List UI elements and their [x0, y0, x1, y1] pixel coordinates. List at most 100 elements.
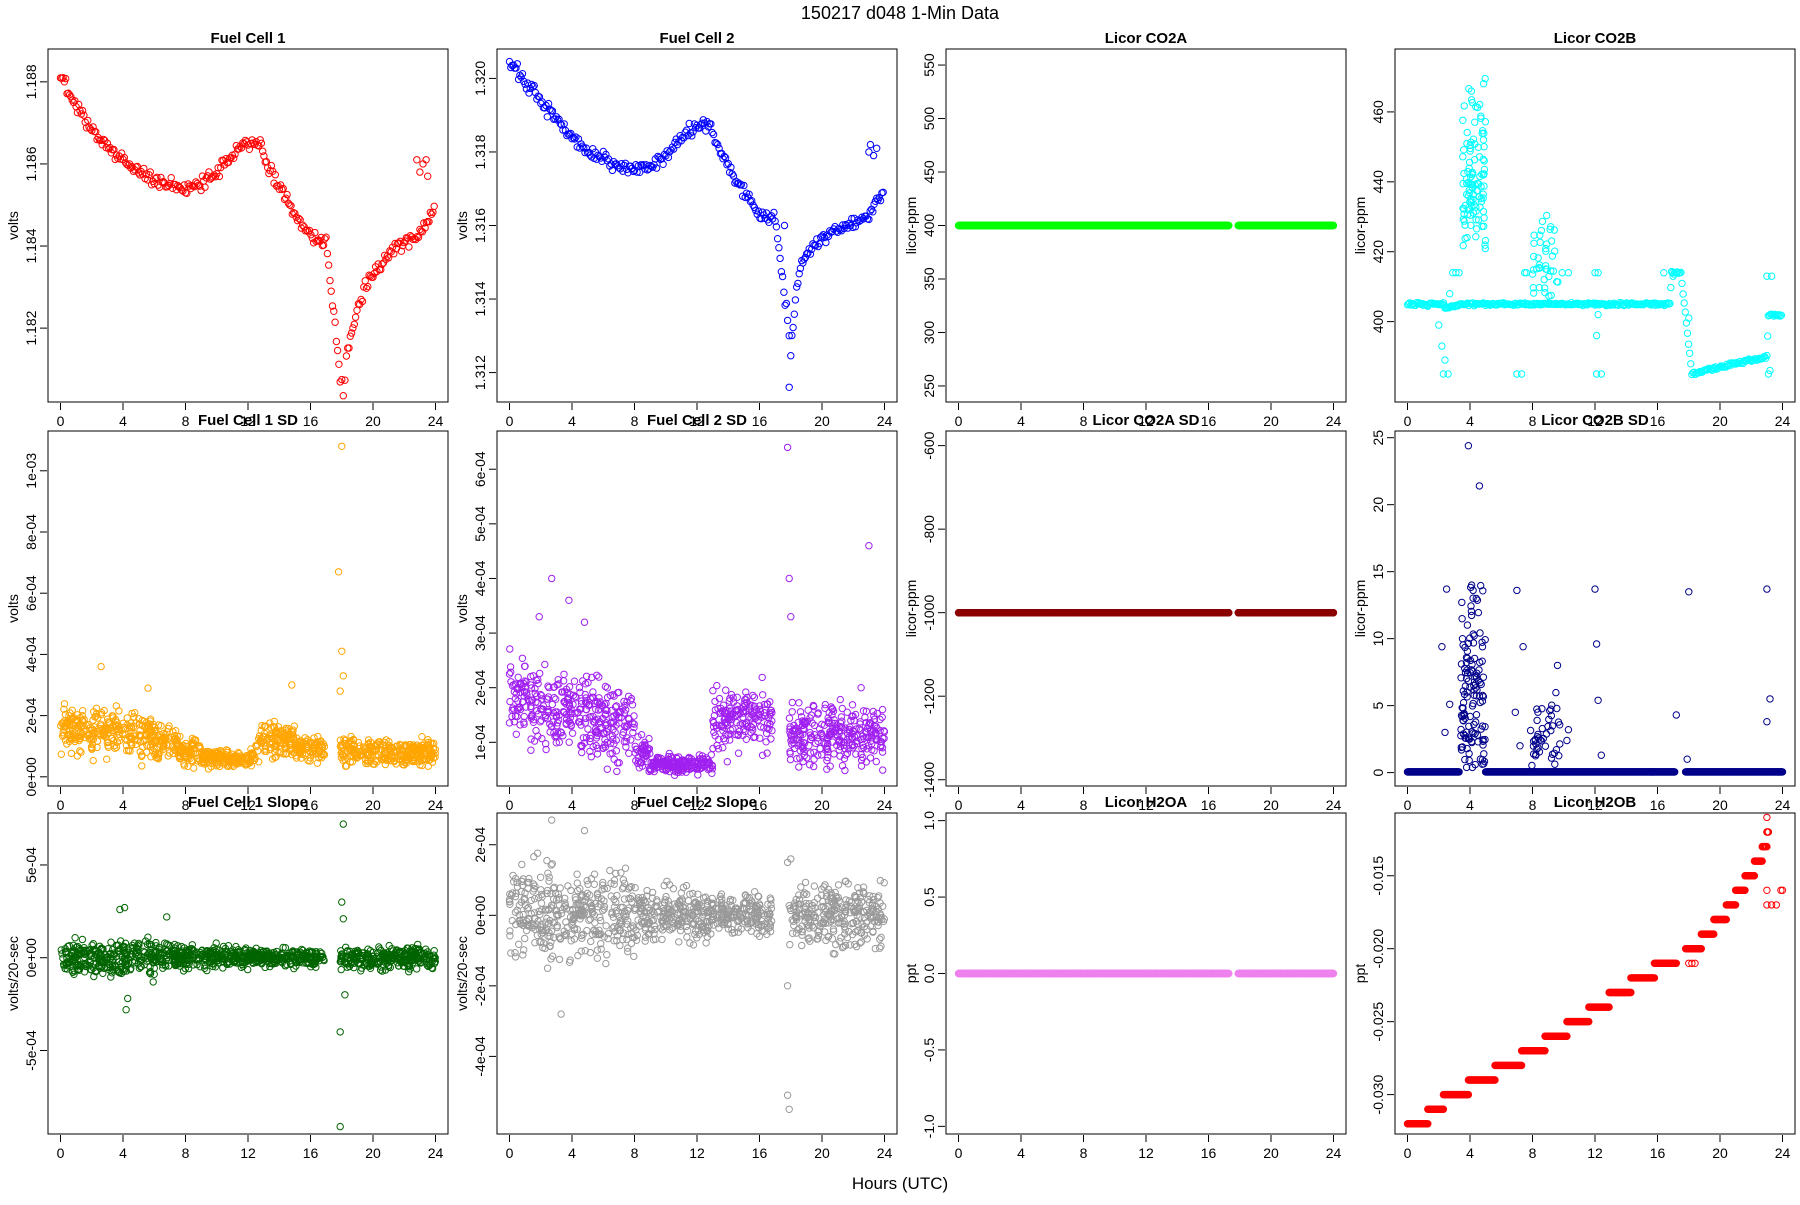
data-point — [788, 614, 794, 620]
y-tick-label: 500 — [921, 107, 937, 131]
data-point — [849, 702, 855, 708]
y-tick-label: 3e-04 — [472, 615, 488, 651]
y-tick-label: 250 — [921, 374, 937, 398]
plot-frame — [1395, 49, 1795, 402]
x-tick-label: 0 — [1404, 413, 1412, 429]
y-tick-label: 1e-04 — [472, 724, 488, 760]
data-point — [1661, 270, 1667, 276]
data-point — [831, 751, 837, 757]
y-tick-label: 420 — [1370, 240, 1386, 264]
x-tick-label: 0 — [955, 797, 963, 813]
y-tick-label: 8e-04 — [23, 514, 39, 550]
x-tick-label: 24 — [428, 797, 444, 813]
data-point — [1684, 330, 1690, 336]
y-axis-label: volts — [5, 594, 21, 623]
y-tick-label: 450 — [921, 160, 937, 184]
data-point — [328, 288, 334, 294]
data-point — [626, 750, 632, 756]
data-point — [777, 255, 783, 261]
y-tick-label: 5e-04 — [472, 506, 488, 542]
x-tick-label: 24 — [1326, 413, 1342, 429]
y-tick-label: 350 — [921, 267, 937, 291]
y-tick-label: 4e-04 — [23, 636, 39, 672]
data-point — [1439, 343, 1445, 349]
y-axis-label: volts — [454, 594, 470, 623]
x-tick-label: 24 — [877, 413, 893, 429]
data-point — [710, 688, 716, 694]
data-point — [1472, 119, 1478, 125]
y-tick-label: 460 — [1370, 100, 1386, 124]
data-point — [867, 755, 873, 761]
data-point — [604, 766, 610, 772]
data-point — [858, 685, 864, 691]
x-tick-label: 8 — [631, 413, 639, 429]
x-tick-label: 20 — [365, 797, 381, 813]
data-point — [1565, 270, 1571, 276]
data-point — [513, 731, 519, 737]
data-point — [1460, 242, 1466, 248]
data-point — [1541, 276, 1547, 282]
data-point — [1559, 270, 1565, 276]
x-tick-label: 20 — [814, 413, 830, 429]
data-point — [870, 708, 876, 714]
panel-title: Licor CO2A — [1105, 30, 1188, 47]
data-point — [811, 756, 817, 762]
data-point — [602, 683, 608, 689]
x-tick-label: 20 — [365, 413, 381, 429]
y-tick-label: 1.316 — [472, 208, 488, 243]
data-point — [549, 575, 555, 581]
y-tick-label: 1.186 — [23, 146, 39, 181]
x-tick-label: 4 — [568, 413, 576, 429]
data-point — [723, 687, 729, 693]
data-point — [724, 759, 730, 765]
data-point — [1535, 255, 1541, 261]
x-tick-label: 4 — [1017, 413, 1025, 429]
y-tick-label: 400 — [921, 214, 937, 238]
data-point — [1548, 238, 1554, 244]
data-point — [781, 222, 787, 228]
data-point — [768, 736, 774, 742]
data-point — [1681, 300, 1687, 306]
data-point — [789, 699, 795, 705]
x-tick-label: 20 — [814, 797, 830, 813]
x-tick-label: 4 — [1017, 797, 1025, 813]
panel-title: Licor CO2A SD — [1093, 412, 1200, 429]
data-point — [710, 131, 716, 137]
data-point — [759, 674, 765, 680]
data-point — [866, 149, 872, 155]
data-point — [417, 169, 423, 175]
data-point — [735, 750, 741, 756]
data-point — [788, 353, 794, 359]
data-point — [352, 314, 358, 320]
data-point — [1442, 357, 1448, 363]
data-point — [1768, 273, 1774, 279]
data-point — [561, 671, 567, 677]
x-tick-label: 0 — [506, 797, 514, 813]
data-point — [784, 317, 790, 323]
data-point — [743, 736, 749, 742]
data-point — [1445, 371, 1451, 377]
data-point — [343, 353, 349, 359]
y-tick-label: -600 — [921, 431, 937, 459]
data-point — [843, 752, 849, 758]
data-point — [519, 655, 525, 661]
data-point — [1688, 361, 1694, 367]
data-point — [521, 663, 527, 669]
plot-frame — [48, 49, 448, 402]
data-point — [1461, 103, 1467, 109]
data-point — [866, 543, 872, 549]
x-tick-label: 16 — [752, 413, 768, 429]
data-point — [1598, 371, 1604, 377]
data-point — [1682, 309, 1688, 315]
y-axis-label: volts — [454, 211, 470, 240]
data-point — [783, 300, 789, 306]
data-point — [763, 739, 769, 745]
data-point — [796, 700, 802, 706]
data-point — [786, 715, 792, 721]
data-point — [1531, 253, 1537, 259]
x-tick-label: 0 — [955, 413, 963, 429]
y-tick-label: 1.312 — [472, 355, 488, 390]
y-tick-label: 2e-04 — [23, 697, 39, 733]
x-tick-label: 20 — [1712, 413, 1728, 429]
